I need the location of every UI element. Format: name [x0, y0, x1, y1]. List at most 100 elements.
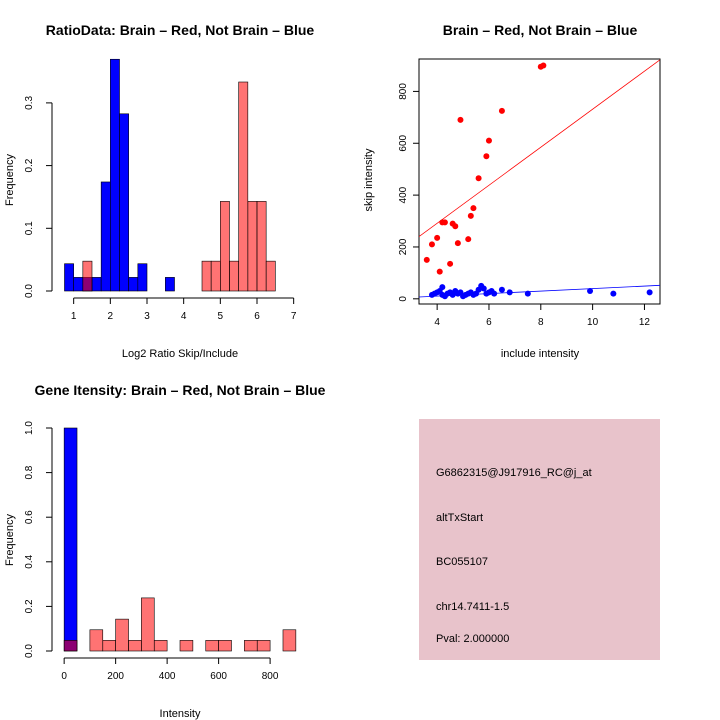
- ratio-bar-not-brain-3: [91, 277, 102, 292]
- scatter-point-not-brain-4: [439, 284, 446, 291]
- intensity-x-tick-label-4: 800: [262, 671, 279, 682]
- scatter-point-brain-9: [454, 240, 461, 247]
- ratio-bar-brain-8: [265, 260, 276, 292]
- ratio-bar-not-brain-6: [119, 113, 129, 292]
- gene-intensity-axes: 0 200 400 600 800 0.0 0.2 0.4 0.6 0.8 1.0: [24, 421, 279, 682]
- scatter-point-brain-16: [485, 137, 492, 144]
- ratio-bar-brain-1: [201, 260, 212, 292]
- event-type-text: altTxStart: [436, 512, 483, 524]
- ratio-bar-not-brain-4: [100, 181, 111, 292]
- intensity-bar-brain-4: [128, 640, 142, 652]
- intensity-x-tick-label-1: 200: [107, 671, 124, 682]
- scatter-point-not-brain-28: [524, 290, 531, 297]
- scatter-point-brain-14: [475, 175, 482, 182]
- ratio-bar-brain-2: [210, 260, 221, 292]
- ratio-histogram-ylabel: Frequency: [4, 154, 16, 206]
- scatter-point-not-brain-21: [480, 285, 487, 292]
- intensity-y-tick-label-5: 1.0: [24, 421, 35, 435]
- location-text: chr14.7411-1.5: [436, 601, 509, 613]
- scatter-point-brain-12: [467, 212, 474, 219]
- scatter-point-brain-13: [470, 205, 477, 212]
- ratio-bar-not-brain-1: [73, 277, 84, 292]
- intensity-bar-brain-2: [102, 640, 116, 652]
- gene-intensity-ylabel: Frequency: [4, 514, 16, 566]
- scatter-y-tick-label-2: 400: [398, 186, 409, 203]
- ratio-bar-brain-4: [229, 260, 239, 292]
- ratio-x-tick-label-0: 1: [71, 311, 77, 322]
- ratio-y-tick-label-3: 0.3: [24, 96, 35, 110]
- intensity-y-tick-label-1: 0.2: [24, 599, 35, 613]
- ratio-bar-not-brain-5: [110, 58, 120, 292]
- intensity-bar-brain-1: [89, 629, 104, 652]
- info-panel-background: [419, 419, 660, 660]
- ratio-bar-brain-7: [256, 201, 267, 292]
- gene-intensity-histogram-panel: Gene Itensity: Brain – Red, Not Brain – …: [4, 382, 326, 720]
- intensity-bar-brain-9: [218, 640, 232, 652]
- scatter-point-brain-0: [423, 256, 430, 263]
- scatter-x-tick-label-4: 12: [639, 317, 651, 328]
- ratio-bar-brain-5: [238, 81, 249, 292]
- intensity-bar-brain-3: [115, 618, 129, 652]
- scatter-plot-area: [419, 59, 660, 300]
- scatter-point-brain-17: [498, 107, 505, 114]
- ratio-x-tick-label-1: 2: [108, 311, 114, 322]
- pval-text: Pval: 2.000000: [436, 633, 509, 645]
- scatter-point-brain-2: [434, 234, 441, 241]
- ratio-x-tick-label-4: 5: [218, 311, 224, 322]
- scatter-x-tick-label-3: 10: [587, 317, 599, 328]
- scatter-point-brain-5: [441, 219, 448, 226]
- scatter-point-brain-15: [483, 153, 490, 160]
- intensity-bar-brain-5: [141, 597, 155, 652]
- ratio-histogram-title: RatioData: Brain – Red, Not Brain – Blue: [46, 22, 315, 38]
- gene-intensity-bars: [63, 427, 297, 652]
- accession-text: BC055107: [436, 556, 488, 568]
- ratio-x-tick-label-2: 3: [144, 311, 150, 322]
- intensity-bar-brain-0: [63, 640, 78, 652]
- scatter-point-not-brain-26: [498, 286, 505, 293]
- ratio-histogram-xlabel: Log2 Ratio Skip/Include: [122, 348, 238, 360]
- ratio-histogram-panel: RatioData: Brain – Red, Not Brain – Blue…: [4, 22, 314, 360]
- intensity-bar-brain-8: [205, 640, 219, 652]
- scatter-fit-line-0: [419, 59, 660, 237]
- scatter-plot-box: [418, 58, 661, 305]
- ratio-bar-not-brain-8: [137, 263, 148, 292]
- ratio-bar-brain-6: [247, 201, 258, 292]
- intensity-bar-brain-6: [153, 640, 168, 652]
- scatter-x-tick-label-1: 6: [486, 317, 492, 328]
- scatter-point-brain-1: [428, 241, 435, 248]
- scatter-point-not-brain-27: [506, 289, 513, 296]
- scatter-point-brain-8: [452, 223, 459, 230]
- intensity-x-tick-label-3: 600: [210, 671, 227, 682]
- scatter-point-not-brain-31: [646, 289, 653, 296]
- intensity-y-tick-label-3: 0.6: [24, 510, 35, 524]
- scatter-y-tick-label-3: 600: [398, 134, 409, 151]
- scatter-y-tick-label-1: 200: [398, 238, 409, 255]
- scatter-axes: 4 6 8 10 12 0 200 400 600 800: [398, 83, 650, 328]
- intensity-x-tick-label-2: 400: [159, 671, 176, 682]
- ratio-histogram-axes: 1 2 3 4 5 6 7 0.0 0.1 0.2 0.3: [24, 96, 297, 322]
- intensity-bar-brain-10: [244, 640, 258, 652]
- ratio-bar-brain-0: [82, 260, 93, 292]
- scatter-point-brain-19: [540, 62, 547, 69]
- intensity-y-tick-label-0: 0.0: [24, 644, 35, 658]
- ratio-x-tick-label-3: 4: [181, 311, 187, 322]
- ratio-bar-not-brain-0: [64, 263, 74, 292]
- intensity-bar-not-brain-0: [63, 427, 78, 652]
- info-panel: G6862315@J917916_RC@j_at altTxStart BC05…: [419, 419, 660, 660]
- scatter-y-tick-label-0: 0: [398, 296, 409, 302]
- scatter-title: Brain – Red, Not Brain – Blue: [443, 22, 638, 38]
- scatter-point-not-brain-25: [491, 290, 498, 297]
- intensity-bar-brain-11: [256, 640, 271, 652]
- ratio-y-tick-label-0: 0.0: [24, 284, 35, 298]
- ratio-y-tick-label-1: 0.1: [24, 221, 35, 235]
- ratio-x-tick-label-5: 6: [254, 311, 260, 322]
- scatter-x-tick-label-2: 8: [538, 317, 544, 328]
- scatter-y-tick-label-4: 800: [398, 83, 409, 100]
- ratio-bar-not-brain-7: [128, 277, 139, 292]
- scatter-xlabel: include intensity: [501, 348, 580, 360]
- intensity-y-tick-label-2: 0.4: [24, 554, 35, 568]
- scatter-x-tick-label-0: 4: [434, 317, 440, 328]
- scatter-ylabel: skip intensity: [363, 148, 375, 211]
- intensity-scatter-panel: Brain – Red, Not Brain – Blue include in…: [363, 22, 661, 360]
- scatter-point-brain-10: [457, 116, 464, 123]
